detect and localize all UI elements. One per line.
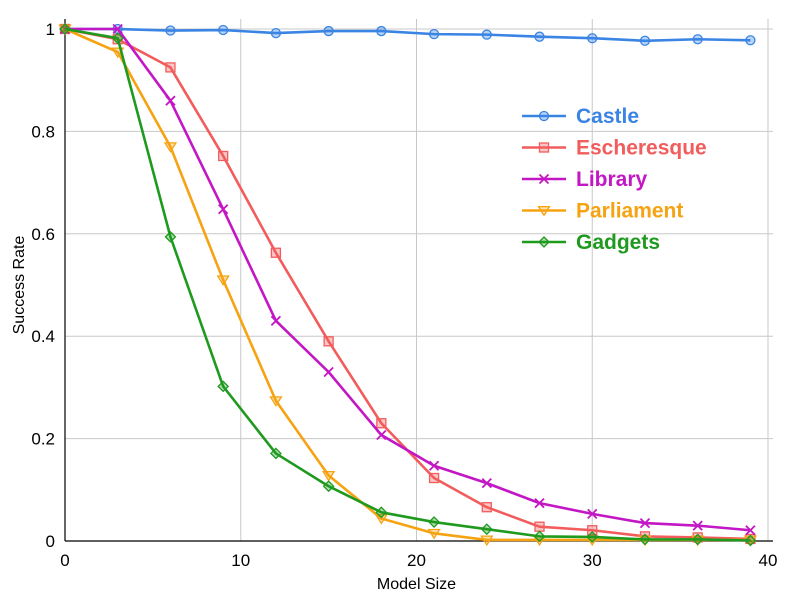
data-point-library [218, 204, 229, 215]
legend-item-castle: Castle [522, 105, 639, 128]
series-layer [58, 23, 758, 547]
data-point-gadgets [586, 530, 599, 543]
data-point-gadgets [744, 534, 757, 547]
series-gadgets [59, 23, 757, 547]
x-axis-label: Model Size [377, 576, 456, 593]
x-tick-label: 40 [759, 551, 778, 570]
data-point-parliament [480, 535, 494, 547]
data-point-castle [692, 34, 703, 45]
y-tick-label: 0 [46, 532, 55, 551]
data-point-escheresque [587, 525, 598, 536]
data-point-gadgets [217, 380, 230, 393]
data-point-gadgets [480, 523, 493, 536]
data-point-library [323, 366, 334, 378]
legend-marker-parliament [537, 205, 551, 217]
legend-marker-escheresque [538, 142, 550, 153]
legend-marker-castle [538, 110, 550, 122]
data-point-parliament [269, 396, 283, 407]
data-point-escheresque [481, 502, 492, 513]
y-tick-label: 0.4 [31, 327, 55, 346]
legend-item-escheresque: Escheresque [522, 137, 707, 160]
data-point-library [428, 460, 440, 471]
legend-item-parliament: Parliament [522, 200, 683, 223]
y-tick-label: 0.6 [31, 225, 55, 244]
legend-marker-gadgets [538, 236, 550, 248]
y-tick-label: 0.8 [31, 122, 55, 141]
data-point-gadgets [59, 23, 71, 35]
data-point-parliament [427, 528, 441, 540]
data-point-library [376, 429, 387, 441]
y-tick-label: 1 [46, 20, 55, 39]
data-point-gadgets [322, 480, 335, 493]
series-library [59, 23, 756, 536]
x-tick-label: 20 [407, 551, 426, 570]
series-castle [59, 23, 756, 46]
data-point-parliament [163, 142, 178, 153]
data-point-castle [745, 35, 756, 46]
data-point-castle [428, 28, 440, 40]
data-point-castle [270, 27, 282, 39]
data-point-gadgets [533, 530, 546, 543]
data-point-gadgets [164, 230, 177, 243]
data-point-gadgets [428, 516, 440, 528]
data-point-library [112, 23, 123, 35]
data-point-escheresque [376, 418, 387, 429]
series-line-gadgets [64, 27, 751, 542]
data-point-castle [165, 25, 176, 36]
x-tick-label: 10 [231, 551, 250, 570]
y-axis-label: Success Rate [11, 236, 28, 335]
x-tick-label: 0 [60, 551, 69, 570]
data-point-castle [376, 25, 387, 37]
data-point-gadgets [269, 447, 282, 460]
data-point-castle [323, 25, 334, 37]
data-point-library [481, 478, 492, 489]
legend: Castle Escheresque Library Parliament Gadget… [522, 105, 707, 254]
data-point-escheresque [218, 150, 229, 162]
data-point-escheresque [165, 62, 176, 73]
legend-item-library: Library [522, 168, 648, 191]
data-point-castle [534, 31, 545, 42]
data-point-escheresque [270, 247, 282, 258]
data-point-castle [587, 33, 598, 44]
tick-labels: 0 10 20 30 40 0 0.2 0.4 0.6 0.8 1 [31, 20, 777, 570]
series-escheresque [59, 23, 756, 545]
series-line-library [65, 27, 751, 532]
data-point-castle [218, 24, 229, 36]
y-tick-label: 0.2 [31, 430, 55, 449]
legend-label-escheresque: Escheresque [576, 137, 707, 160]
legend-item-gadgets: Gadgets [522, 231, 660, 254]
data-point-escheresque [428, 472, 440, 484]
series-line-parliament [64, 27, 751, 542]
data-point-library [165, 95, 176, 106]
legend-label-gadgets: Gadgets [576, 231, 660, 254]
data-point-castle [639, 35, 651, 46]
legend-marker-library [538, 173, 550, 185]
data-point-parliament [374, 513, 389, 525]
x-tick-label: 30 [583, 551, 602, 570]
data-point-castle [481, 29, 492, 40]
data-point-parliament [321, 470, 336, 482]
data-point-library [692, 520, 703, 531]
series-parliament [58, 24, 758, 547]
data-point-gadgets [375, 506, 388, 519]
data-point-gadgets [111, 32, 124, 45]
data-point-library [639, 517, 651, 529]
data-point-library [534, 497, 545, 509]
legend-label-parliament: Parliament [576, 200, 683, 223]
data-point-gadgets [639, 533, 651, 546]
data-point-library [587, 508, 598, 520]
data-point-parliament [216, 275, 230, 287]
data-point-escheresque [534, 521, 545, 532]
legend-label-castle: Castle [576, 105, 639, 128]
legend-label-library: Library [576, 168, 648, 191]
data-point-library [270, 315, 282, 326]
data-point-library [745, 525, 756, 536]
data-point-escheresque [323, 336, 334, 347]
series-line-castle [65, 27, 751, 43]
data-point-gadgets [691, 533, 704, 546]
series-line-escheresque [64, 27, 751, 541]
